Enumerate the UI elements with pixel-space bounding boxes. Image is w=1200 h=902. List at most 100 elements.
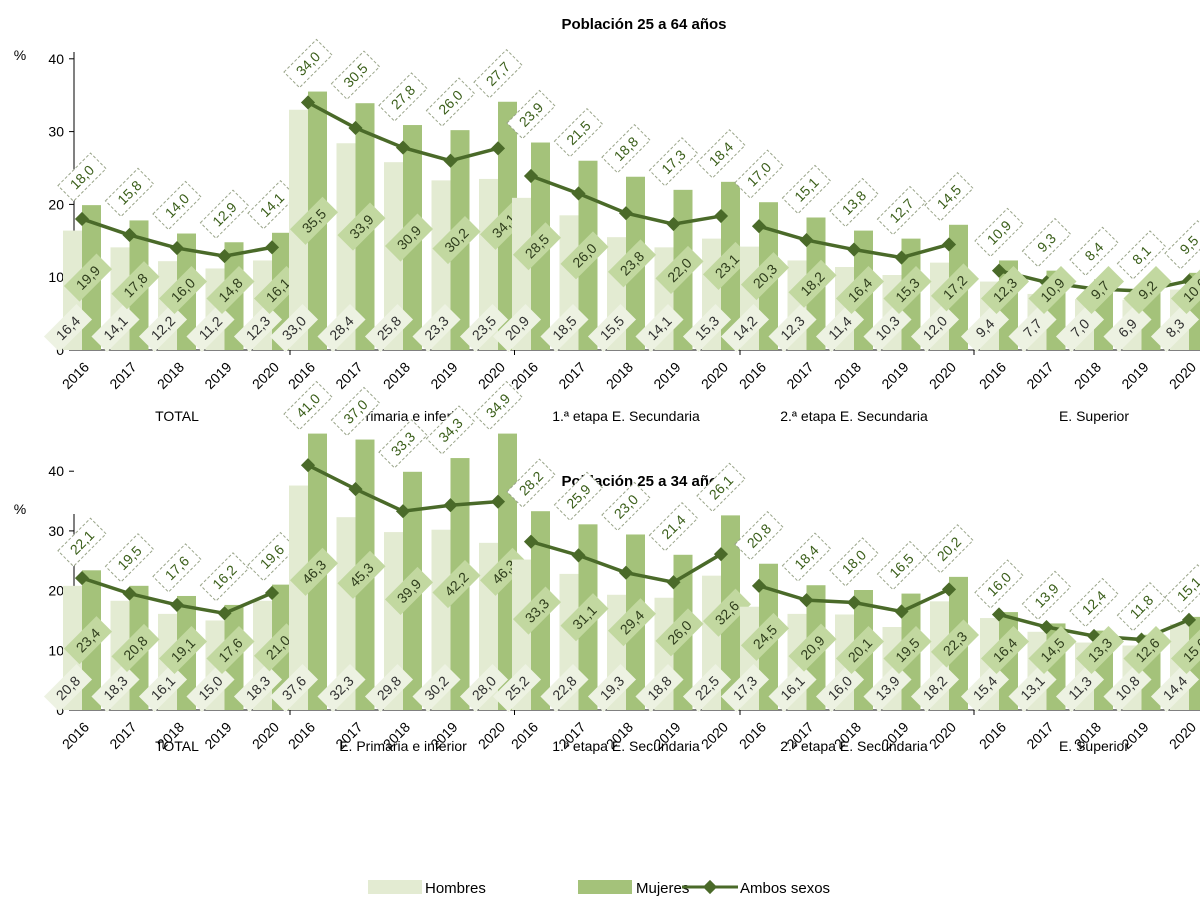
x-tick-label: 2019 (427, 359, 460, 392)
x-tick-label: 2017 (106, 719, 139, 752)
point-ambos-sexos (666, 575, 681, 590)
label-ambos-sexos: 14,5 (924, 172, 974, 222)
label-hombres-box (682, 663, 732, 713)
label-mujeres-box (432, 216, 481, 265)
label-ambos-sexos: 8,4 (1069, 226, 1119, 277)
bar-hombres (289, 485, 308, 710)
x-tick-label: 2020 (698, 359, 731, 392)
label-hombres-box (138, 663, 188, 713)
point-ambos-sexos (74, 570, 90, 586)
label-ambos-sexos-box (378, 72, 428, 122)
label-hombres-box (459, 663, 509, 713)
label-hombres-box (910, 303, 960, 353)
label-mujeres-box (1123, 265, 1172, 315)
label-hombres-box (492, 303, 542, 353)
group-label: 1.ª etapa E. Secundaria (552, 408, 700, 424)
label-hombres-box (815, 663, 865, 713)
label-mujeres-box (560, 593, 609, 642)
label-mujeres-box (111, 623, 160, 672)
label-hombres-box (1008, 303, 1057, 353)
point-ambos-sexos (443, 498, 458, 513)
point-ambos-sexos (523, 534, 539, 549)
label-mujeres-box (835, 265, 885, 315)
label-mujeres-box (980, 625, 1030, 675)
point-ambos-sexos (846, 595, 862, 610)
label-ambos-sexos: 15,8 (104, 167, 155, 218)
x-tick-label: 2019 (201, 719, 234, 752)
label-hombres-box (540, 663, 589, 713)
point-ambos-sexos (618, 565, 634, 580)
label-mujeres-box (702, 588, 752, 637)
label-ambos-sexos: 15,1 (1164, 564, 1200, 614)
x-tick-label: 2019 (1118, 359, 1151, 392)
label-ambos-sexos-box (1069, 226, 1119, 277)
label-ambos-sexos-box (1116, 230, 1167, 280)
label-hombres-box (635, 303, 684, 353)
point-ambos-sexos (1181, 612, 1197, 627)
label-mujeres-box (1123, 625, 1172, 675)
x-tick-label: 2017 (783, 359, 816, 392)
x-tick-label: 2020 (1166, 359, 1199, 392)
label-ambos-sexos-box (924, 172, 974, 222)
label-mujeres-box (1028, 625, 1077, 675)
label-mujeres-box (337, 202, 386, 251)
label-ambos-sexos-box (648, 137, 699, 187)
x-tick-label: 2019 (878, 359, 911, 392)
label-ambos-sexos: 18,4 (696, 129, 746, 179)
point-ambos-sexos (894, 250, 909, 265)
label-hombres: 10,3 (863, 303, 912, 353)
label-hombres-box (43, 663, 93, 713)
label-hombres-box (233, 303, 283, 353)
label-ambos-sexos-box (876, 185, 927, 236)
label-ambos-sexos-box (378, 419, 428, 469)
label-hombres-box (910, 663, 960, 713)
label-mujeres-box (655, 245, 704, 294)
label-mujeres-box (607, 239, 657, 288)
point-ambos-sexos (751, 219, 767, 234)
label-ambos-sexos-box (1164, 564, 1200, 614)
point-ambos-sexos (217, 249, 232, 264)
label-ambos-sexos: 9,5 (1164, 220, 1200, 270)
label-hombres-box (317, 663, 366, 713)
label-mujeres-box (835, 625, 885, 675)
label-mujeres-box (111, 261, 160, 310)
label-ambos-sexos: 17,3 (648, 137, 699, 187)
label-mujeres-box (702, 241, 752, 290)
x-tick-label: 2018 (603, 359, 636, 392)
label-ambos-sexos: 34,0 (283, 38, 333, 89)
label-ambos-sexos: 17,0 (734, 149, 784, 199)
label-mujeres-box (1028, 265, 1077, 315)
x-tick-label: 2017 (106, 359, 139, 392)
y-tick-label: 20 (48, 583, 64, 599)
label-ambos-sexos: 12,7 (876, 185, 927, 236)
label-hombres-box (863, 663, 912, 713)
point-ambos-sexos (666, 216, 681, 232)
label-hombres-box (682, 303, 732, 353)
label-ambos-sexos-box (696, 129, 746, 179)
label-mujeres-box (980, 265, 1030, 315)
point-ambos-sexos (348, 120, 363, 136)
label-mujeres-box (512, 586, 562, 635)
group-label: 2.ª etapa E. Secundaria (780, 738, 928, 754)
point-ambos-sexos (217, 606, 232, 621)
label-mujeres-box (883, 625, 932, 675)
label-ambos-sexos-box (876, 540, 927, 591)
label-mujeres-box (289, 196, 339, 245)
x-tick-label: 2017 (1023, 719, 1056, 752)
point-ambos-sexos (264, 585, 280, 601)
group-label: E. Primaria e inferior (339, 738, 467, 754)
label-hombres-box (1103, 663, 1152, 713)
label-mujeres: 17,8 (111, 261, 160, 310)
label-hombres-box (863, 303, 912, 353)
point-ambos-sexos (169, 597, 185, 612)
legend: Hombres Mujeres Ambos sexos (368, 879, 830, 897)
y-unit-label-2: % (14, 501, 26, 517)
label-mujeres-box (432, 559, 481, 609)
x-tick-label: 2020 (926, 359, 959, 392)
label-ambos-sexos-box (1164, 220, 1200, 270)
label-mujeres-box (1170, 625, 1200, 675)
point-ambos-sexos (300, 95, 316, 110)
label-ambos-sexos-box (696, 462, 746, 513)
label-ambos-sexos: 13,9 (1021, 570, 1072, 621)
point-ambos-sexos (799, 233, 814, 248)
